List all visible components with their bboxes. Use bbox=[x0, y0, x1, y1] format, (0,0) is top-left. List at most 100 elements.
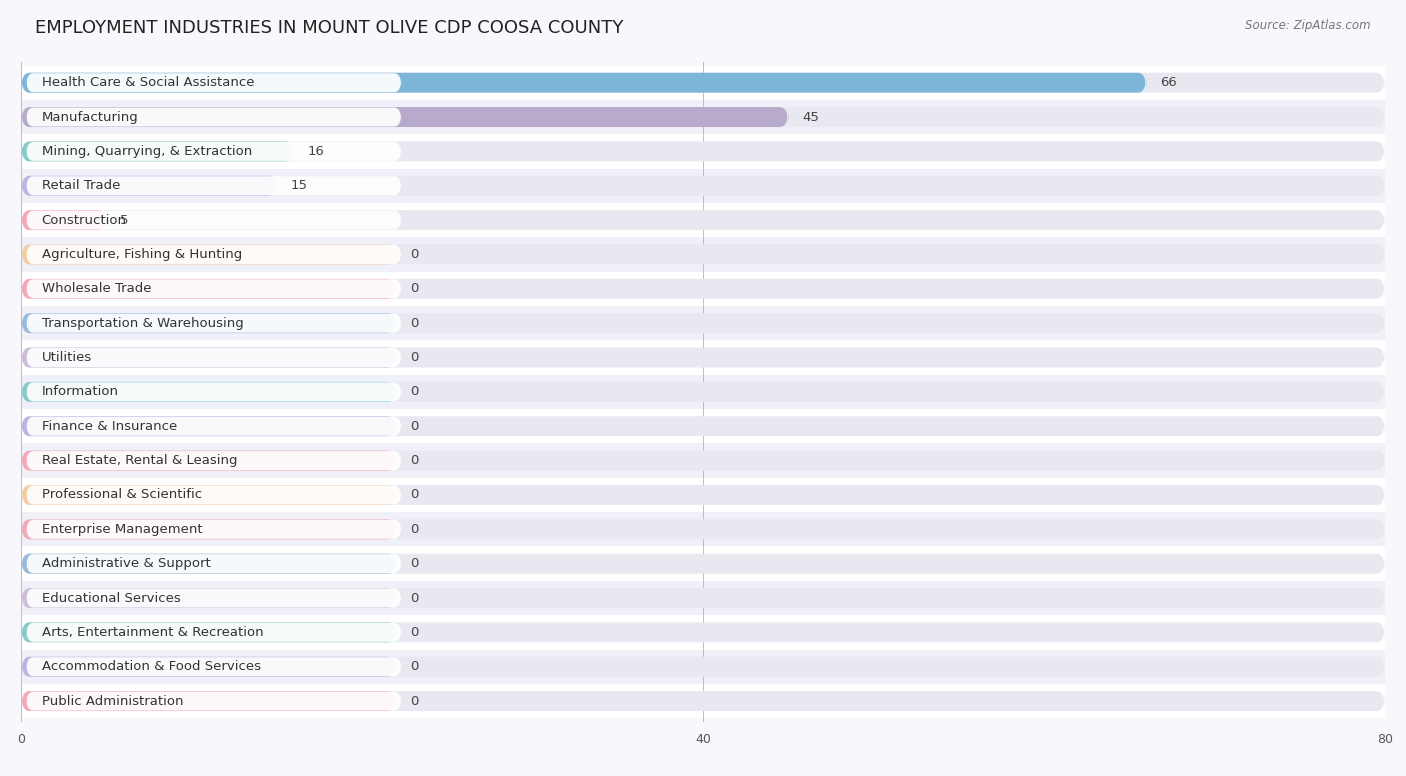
FancyBboxPatch shape bbox=[21, 237, 1385, 272]
Text: 5: 5 bbox=[120, 213, 128, 227]
FancyBboxPatch shape bbox=[21, 141, 294, 161]
Text: 0: 0 bbox=[409, 454, 418, 467]
FancyBboxPatch shape bbox=[21, 588, 1385, 608]
FancyBboxPatch shape bbox=[27, 451, 401, 470]
Text: Educational Services: Educational Services bbox=[42, 591, 180, 605]
FancyBboxPatch shape bbox=[21, 443, 1385, 478]
FancyBboxPatch shape bbox=[27, 588, 401, 608]
Text: 66: 66 bbox=[1160, 76, 1177, 89]
Text: 0: 0 bbox=[409, 523, 418, 535]
FancyBboxPatch shape bbox=[21, 485, 1385, 505]
FancyBboxPatch shape bbox=[27, 520, 401, 539]
Text: Arts, Entertainment & Recreation: Arts, Entertainment & Recreation bbox=[42, 626, 263, 639]
FancyBboxPatch shape bbox=[21, 107, 1385, 127]
FancyBboxPatch shape bbox=[21, 615, 1385, 650]
FancyBboxPatch shape bbox=[27, 486, 401, 504]
FancyBboxPatch shape bbox=[21, 176, 1385, 196]
Text: 0: 0 bbox=[409, 488, 418, 501]
Text: Information: Information bbox=[42, 386, 118, 398]
Text: Professional & Scientific: Professional & Scientific bbox=[42, 488, 201, 501]
FancyBboxPatch shape bbox=[27, 142, 401, 161]
FancyBboxPatch shape bbox=[21, 210, 1385, 230]
FancyBboxPatch shape bbox=[21, 409, 1385, 443]
Text: Wholesale Trade: Wholesale Trade bbox=[42, 282, 150, 296]
Text: Construction: Construction bbox=[42, 213, 127, 227]
FancyBboxPatch shape bbox=[21, 691, 396, 711]
FancyBboxPatch shape bbox=[21, 451, 396, 470]
FancyBboxPatch shape bbox=[21, 73, 1385, 92]
FancyBboxPatch shape bbox=[27, 657, 401, 676]
Text: 0: 0 bbox=[409, 626, 418, 639]
Text: 0: 0 bbox=[409, 695, 418, 708]
FancyBboxPatch shape bbox=[21, 176, 277, 196]
Text: Health Care & Social Assistance: Health Care & Social Assistance bbox=[42, 76, 254, 89]
FancyBboxPatch shape bbox=[21, 314, 1385, 333]
Text: Public Administration: Public Administration bbox=[42, 695, 183, 708]
Text: 0: 0 bbox=[409, 351, 418, 364]
Text: Manufacturing: Manufacturing bbox=[42, 110, 138, 123]
Text: 0: 0 bbox=[409, 557, 418, 570]
Text: Transportation & Warehousing: Transportation & Warehousing bbox=[42, 317, 243, 330]
Text: EMPLOYMENT INDUSTRIES IN MOUNT OLIVE CDP COOSA COUNTY: EMPLOYMENT INDUSTRIES IN MOUNT OLIVE CDP… bbox=[35, 19, 623, 37]
FancyBboxPatch shape bbox=[21, 588, 396, 608]
FancyBboxPatch shape bbox=[21, 348, 396, 368]
FancyBboxPatch shape bbox=[21, 348, 1385, 368]
FancyBboxPatch shape bbox=[21, 244, 1385, 265]
FancyBboxPatch shape bbox=[21, 478, 1385, 512]
FancyBboxPatch shape bbox=[27, 417, 401, 435]
FancyBboxPatch shape bbox=[21, 485, 396, 505]
FancyBboxPatch shape bbox=[27, 348, 401, 367]
Text: Accommodation & Food Services: Accommodation & Food Services bbox=[42, 660, 260, 674]
Text: 45: 45 bbox=[801, 110, 818, 123]
FancyBboxPatch shape bbox=[21, 416, 396, 436]
Text: 0: 0 bbox=[409, 282, 418, 296]
FancyBboxPatch shape bbox=[21, 691, 1385, 711]
FancyBboxPatch shape bbox=[21, 141, 1385, 161]
FancyBboxPatch shape bbox=[27, 210, 401, 230]
Text: 0: 0 bbox=[409, 591, 418, 605]
Text: Retail Trade: Retail Trade bbox=[42, 179, 120, 192]
FancyBboxPatch shape bbox=[21, 416, 1385, 436]
FancyBboxPatch shape bbox=[27, 314, 401, 333]
FancyBboxPatch shape bbox=[21, 100, 1385, 134]
FancyBboxPatch shape bbox=[21, 244, 396, 265]
Text: Real Estate, Rental & Leasing: Real Estate, Rental & Leasing bbox=[42, 454, 238, 467]
FancyBboxPatch shape bbox=[21, 684, 1385, 719]
FancyBboxPatch shape bbox=[21, 168, 1385, 203]
FancyBboxPatch shape bbox=[21, 622, 1385, 643]
FancyBboxPatch shape bbox=[27, 279, 401, 298]
FancyBboxPatch shape bbox=[21, 272, 1385, 306]
FancyBboxPatch shape bbox=[21, 519, 1385, 539]
FancyBboxPatch shape bbox=[21, 279, 396, 299]
FancyBboxPatch shape bbox=[27, 108, 401, 126]
FancyBboxPatch shape bbox=[21, 656, 396, 677]
FancyBboxPatch shape bbox=[21, 580, 1385, 615]
FancyBboxPatch shape bbox=[21, 382, 396, 402]
FancyBboxPatch shape bbox=[21, 451, 1385, 470]
Text: 0: 0 bbox=[409, 420, 418, 433]
FancyBboxPatch shape bbox=[21, 554, 396, 573]
FancyBboxPatch shape bbox=[21, 279, 1385, 299]
FancyBboxPatch shape bbox=[27, 623, 401, 642]
Text: 16: 16 bbox=[308, 145, 325, 158]
FancyBboxPatch shape bbox=[27, 554, 401, 573]
Text: Mining, Quarrying, & Extraction: Mining, Quarrying, & Extraction bbox=[42, 145, 252, 158]
FancyBboxPatch shape bbox=[21, 554, 1385, 573]
FancyBboxPatch shape bbox=[21, 375, 1385, 409]
Text: 0: 0 bbox=[409, 248, 418, 261]
FancyBboxPatch shape bbox=[21, 134, 1385, 168]
Text: 0: 0 bbox=[409, 386, 418, 398]
FancyBboxPatch shape bbox=[21, 519, 396, 539]
Text: 0: 0 bbox=[409, 660, 418, 674]
FancyBboxPatch shape bbox=[21, 203, 1385, 237]
Text: Utilities: Utilities bbox=[42, 351, 91, 364]
FancyBboxPatch shape bbox=[27, 383, 401, 401]
FancyBboxPatch shape bbox=[27, 73, 401, 92]
FancyBboxPatch shape bbox=[21, 341, 1385, 375]
FancyBboxPatch shape bbox=[21, 622, 396, 643]
Text: Enterprise Management: Enterprise Management bbox=[42, 523, 202, 535]
FancyBboxPatch shape bbox=[27, 691, 401, 711]
FancyBboxPatch shape bbox=[21, 546, 1385, 580]
Text: Finance & Insurance: Finance & Insurance bbox=[42, 420, 177, 433]
Text: 15: 15 bbox=[291, 179, 308, 192]
